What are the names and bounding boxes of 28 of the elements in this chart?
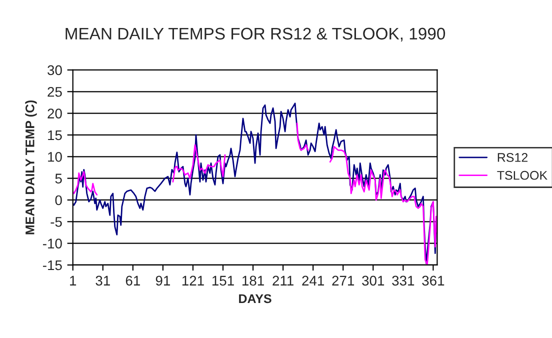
x-tick-label: 1 [70,276,76,286]
x-tick-label: 211 [272,276,294,286]
x-tick-label: 241 [302,276,324,286]
x-tick-label: 31 [96,276,110,286]
y-tick-label: 30 [48,65,62,76]
y-tick-label: -15 [42,260,62,270]
y-tick-label: 20 [48,108,62,118]
y-tick-label: 25 [48,86,62,97]
y-tick-label: 5 [55,174,62,184]
legend-label: TSLOOK [497,170,548,180]
chart-title: MEAN DAILY TEMPS FOR RS12 & TSLOOK, 1990 [66,28,446,42]
y-axis-title: MEAN DAILY TEMP (C) [25,100,37,234]
legend-label: RS12 [498,153,528,162]
x-tick-label: 91 [156,276,170,286]
x-tick-label: 331 [392,276,414,286]
x-tick-label: 271 [332,276,354,286]
y-tick-label: -5 [50,217,62,227]
x-tick-label: 121 [182,276,204,286]
y-tick-label: 15 [48,130,62,140]
x-tick-label: 181 [242,276,264,286]
y-tick-label: 10 [48,152,62,162]
x-tick-label: 301 [362,276,384,286]
x-axis-title: DAYS [239,294,272,304]
x-tick-label: 151 [212,276,234,286]
y-tick-label: 0 [55,195,62,206]
y-tick-label: -10 [42,238,62,248]
x-tick-label: 61 [126,276,140,286]
x-tick-label: 361 [422,276,444,286]
